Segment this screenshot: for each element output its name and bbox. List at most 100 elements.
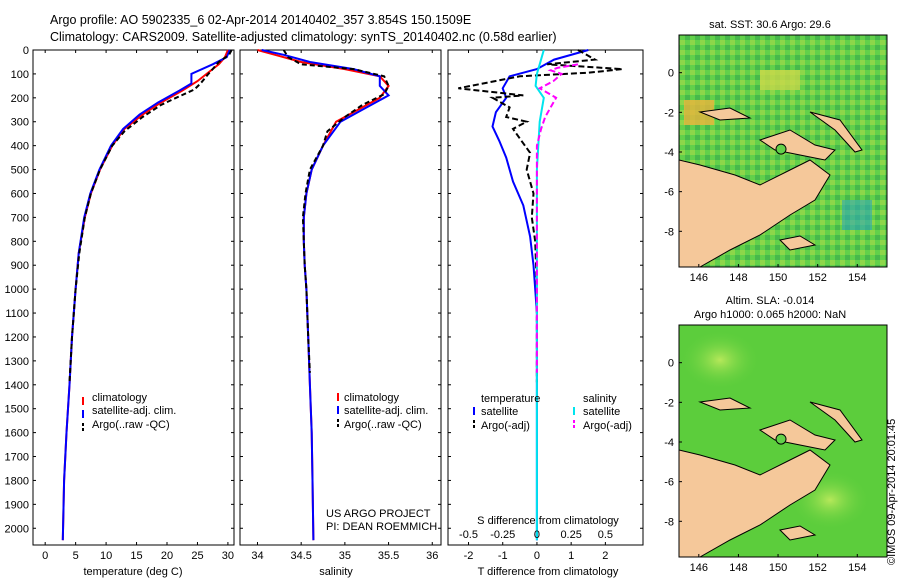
x-tick-label: 15	[130, 550, 142, 562]
s-tick-label: 0	[534, 529, 540, 541]
x-tick-label: 34.5	[290, 550, 311, 562]
manus-land	[698, 107, 752, 121]
depth-tick-label: 400	[11, 141, 29, 153]
map-lat-label: -2	[664, 397, 674, 409]
depth-tick-label: 1000	[5, 284, 29, 296]
legend-climatology-label: climatology	[92, 392, 148, 404]
sst-map-ticks: 146 148 150 152 154 0 -2 -4 -6 -8	[664, 68, 866, 284]
legend-argo-label: Argo(..raw -QC)	[92, 419, 170, 431]
series-line-argo	[282, 49, 390, 373]
sla-map: Altim. SLA: -0.014 Argo h1000: 0.065 h20…	[664, 295, 888, 574]
x-tick-label: 10	[100, 550, 112, 562]
map-lat-label: -6	[664, 187, 674, 199]
x-tick-label: 2	[602, 550, 608, 562]
sst-map: sat. SST: 30.6 Argo: 29.6 146 148 150 152 15…	[664, 19, 888, 284]
difference-plot-frame	[447, 49, 644, 546]
depth-tick-label: 200	[11, 93, 29, 105]
depth-tick-label: 1600	[5, 428, 29, 440]
sla-high-patch	[680, 330, 760, 390]
s-difference-ticks: -0.5 -0.25 0 0.25 0.5	[459, 529, 613, 541]
temperature-plot-frame	[32, 49, 235, 546]
depth-tick-label: 500	[11, 165, 29, 177]
depth-tick-label: 300	[11, 117, 29, 129]
depth-tick-label: 800	[11, 236, 29, 248]
legend-argo-label: Argo(..raw -QC)	[344, 419, 422, 431]
depth-tick-label: 1300	[5, 356, 29, 368]
map-lon-label: 148	[729, 562, 747, 574]
credit-pi: PI: DEAN ROEMMICH	[326, 521, 437, 533]
manus-land	[698, 397, 752, 411]
x-tick-label: 35	[339, 550, 351, 562]
warm-patch	[760, 70, 800, 90]
temperature-lines	[61, 49, 233, 541]
s-tick-label: 0.5	[598, 529, 613, 541]
x-tick-label: 35.5	[378, 550, 399, 562]
salinity-panel: 34 34.5 35 35.5 36 climatology satellite-adj…	[239, 49, 442, 578]
map-lat-label: -4	[664, 437, 674, 449]
legend-salinity-title: salinity	[583, 393, 617, 405]
x-tick-label: 25	[191, 550, 203, 562]
map-lon-label: 150	[769, 562, 787, 574]
series-line-s-satellite	[534, 49, 545, 541]
salinity-axis-ticks: 34 34.5 35 35.5 36	[240, 49, 441, 562]
temperature-axis-ticks: 0100200300400500600700800900100011001200…	[5, 45, 235, 562]
x-tick-label: 0	[534, 550, 540, 562]
series-line-t-argo	[458, 49, 623, 383]
map-lat-label: -8	[664, 226, 674, 238]
map-lat-label: 0	[668, 68, 674, 80]
difference-axis-ticks: -2 -1 0 1 2	[448, 49, 643, 562]
map-lon-label: 154	[848, 562, 866, 574]
depth-tick-label: 1100	[5, 308, 29, 320]
figure-title-line1: Argo profile: AO 5902335_6 02-Apr-2014 2…	[50, 13, 471, 27]
legend-satellite-label: satellite-adj. clim.	[92, 405, 176, 417]
x-tick-label: 34	[251, 550, 263, 562]
difference-lines	[458, 49, 623, 541]
sla-map-title1: Altim. SLA: -0.014	[726, 295, 815, 307]
s-tick-label: 0.25	[560, 529, 581, 541]
series-line-satellite	[261, 49, 391, 541]
map-lon-label: 154	[848, 272, 866, 284]
difference-panel: -2 -1 0 1 2 temperature salinity satellite A…	[447, 49, 644, 578]
new-ireland-land	[809, 111, 863, 153]
figure-title-line2: Climatology: CARS2009. Satellite-adjuste…	[50, 30, 557, 44]
depth-tick-label: 2000	[5, 523, 29, 535]
legend-satellite-label: satellite-adj. clim.	[344, 405, 428, 417]
difference-legend: temperature salinity satellite Argo(-adj…	[473, 393, 632, 432]
map-lon-label: 146	[690, 562, 708, 574]
map-lat-label: -2	[664, 107, 674, 119]
island-land	[778, 235, 817, 251]
depth-tick-label: 1400	[5, 380, 29, 392]
x-tick-label: 0	[42, 550, 48, 562]
argo-float-marker	[775, 143, 787, 155]
legend-t-satellite-label: satellite	[481, 406, 518, 418]
map-lon-label: 152	[808, 562, 826, 574]
legend-s-argo-label: Argo(-adj)	[583, 420, 632, 432]
sla-map-title2: Argo h1000: 0.065 h2000: NaN	[694, 309, 846, 321]
new-guinea-land	[679, 159, 831, 267]
map-lon-label: 148	[729, 272, 747, 284]
series-line-satellite	[61, 49, 231, 541]
legend-temperature-title: temperature	[481, 393, 540, 405]
temperature-legend: climatology satellite-adj. clim. Argo(..…	[82, 392, 176, 431]
cool-patch	[842, 200, 872, 230]
s-tick-label: -0.5	[459, 529, 478, 541]
legend-s-satellite-label: satellite	[583, 406, 620, 418]
x-tick-label: 20	[161, 550, 173, 562]
sst-map-frame	[678, 34, 888, 268]
salinity-x-label: salinity	[319, 566, 353, 578]
map-lat-label: -4	[664, 147, 674, 159]
new-guinea-land	[679, 449, 831, 557]
salinity-legend: climatology satellite-adj. clim. Argo(..…	[337, 392, 428, 431]
x-tick-label: 1	[568, 550, 574, 562]
depth-tick-label: 1200	[5, 332, 29, 344]
map-lon-label: 152	[808, 272, 826, 284]
new-ireland-land	[809, 401, 863, 443]
x-tick-label: 36	[426, 550, 438, 562]
s-difference-label: S difference from climatology	[477, 515, 619, 527]
depth-tick-label: 1500	[5, 404, 29, 416]
series-line-climatology	[61, 49, 229, 541]
series-line-t-satellite	[491, 49, 589, 541]
salinity-plot-frame	[239, 49, 442, 546]
map-lat-label: 0	[668, 358, 674, 370]
